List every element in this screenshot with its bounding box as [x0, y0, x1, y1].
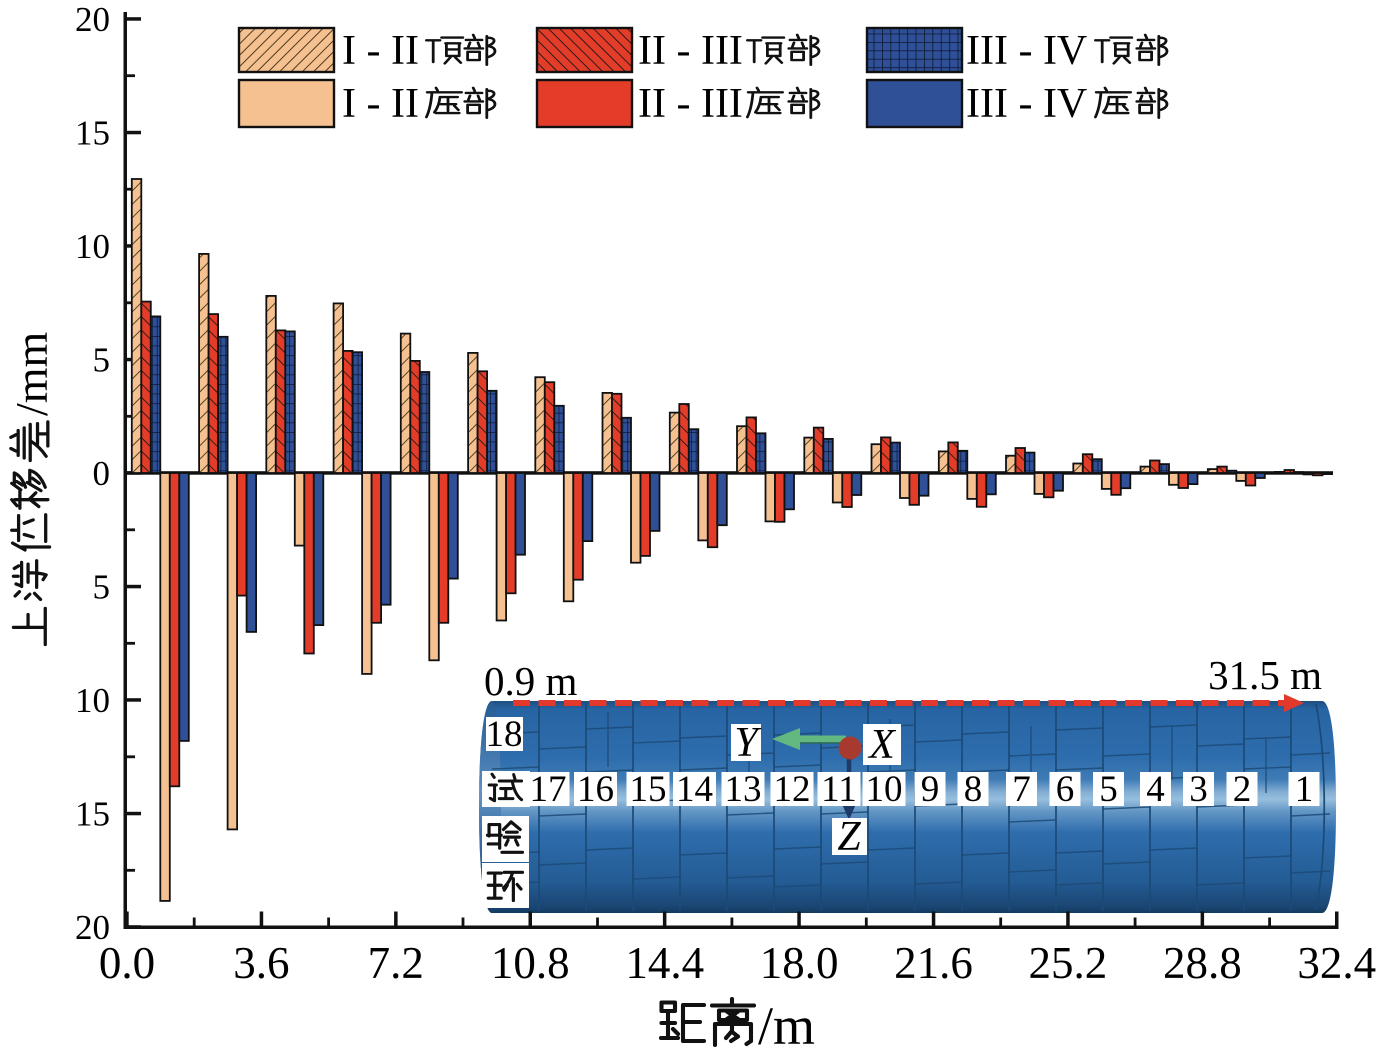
svg-text:6: 6 — [1056, 769, 1075, 810]
svg-text:9: 9 — [921, 769, 940, 810]
svg-text:12: 12 — [774, 769, 811, 810]
svg-text:14: 14 — [676, 769, 713, 810]
svg-text:2: 2 — [1233, 769, 1252, 810]
svg-text:18.0: 18.0 — [760, 938, 839, 988]
svg-text:16: 16 — [577, 769, 614, 810]
svg-text:10.8: 10.8 — [491, 938, 570, 988]
svg-text:I - II: I - II — [342, 28, 419, 74]
svg-text:15: 15 — [75, 114, 110, 153]
svg-text:13: 13 — [725, 769, 762, 810]
svg-text:1: 1 — [1295, 769, 1314, 810]
svg-text:10: 10 — [75, 227, 110, 266]
svg-text:10: 10 — [75, 681, 110, 720]
svg-text:25.2: 25.2 — [1029, 938, 1108, 988]
svg-text:Z: Z — [837, 814, 861, 860]
svg-text:/m: /m — [758, 996, 815, 1056]
svg-text:21.6: 21.6 — [894, 938, 973, 988]
svg-text:II - III: II - III — [638, 81, 743, 127]
svg-text:31.5 m: 31.5 m — [1208, 652, 1322, 698]
svg-text:III - IV: III - IV — [966, 28, 1087, 74]
svg-text:0.0: 0.0 — [99, 938, 155, 988]
svg-text:7: 7 — [1012, 769, 1031, 810]
svg-text:28.8: 28.8 — [1163, 938, 1242, 988]
svg-text:5: 5 — [93, 568, 111, 607]
svg-text:4: 4 — [1146, 769, 1165, 810]
svg-text:17: 17 — [530, 769, 567, 810]
svg-text:Y: Y — [734, 720, 762, 766]
svg-text:7.2: 7.2 — [368, 938, 424, 988]
svg-text:10: 10 — [866, 769, 903, 810]
svg-text:11: 11 — [821, 769, 857, 810]
svg-text:15: 15 — [75, 795, 110, 834]
svg-text:5: 5 — [93, 341, 111, 380]
svg-text:18: 18 — [486, 714, 523, 755]
svg-text:32.4: 32.4 — [1297, 938, 1376, 988]
svg-text:X: X — [867, 722, 897, 768]
svg-text:II - III: II - III — [638, 28, 743, 74]
svg-text:0.9 m: 0.9 m — [484, 658, 578, 704]
svg-text:/mm: /mm — [6, 331, 57, 416]
svg-text:14.4: 14.4 — [625, 938, 704, 988]
svg-text:I - II: I - II — [342, 81, 419, 127]
svg-text:20: 20 — [75, 0, 110, 39]
svg-text:3.6: 3.6 — [233, 938, 289, 988]
svg-text:0: 0 — [93, 454, 111, 493]
svg-text:III - IV: III - IV — [966, 81, 1087, 127]
svg-text:8: 8 — [964, 769, 983, 810]
svg-text:5: 5 — [1099, 769, 1118, 810]
svg-text:15: 15 — [630, 769, 667, 810]
svg-text:20: 20 — [75, 908, 110, 947]
svg-text:3: 3 — [1189, 769, 1208, 810]
